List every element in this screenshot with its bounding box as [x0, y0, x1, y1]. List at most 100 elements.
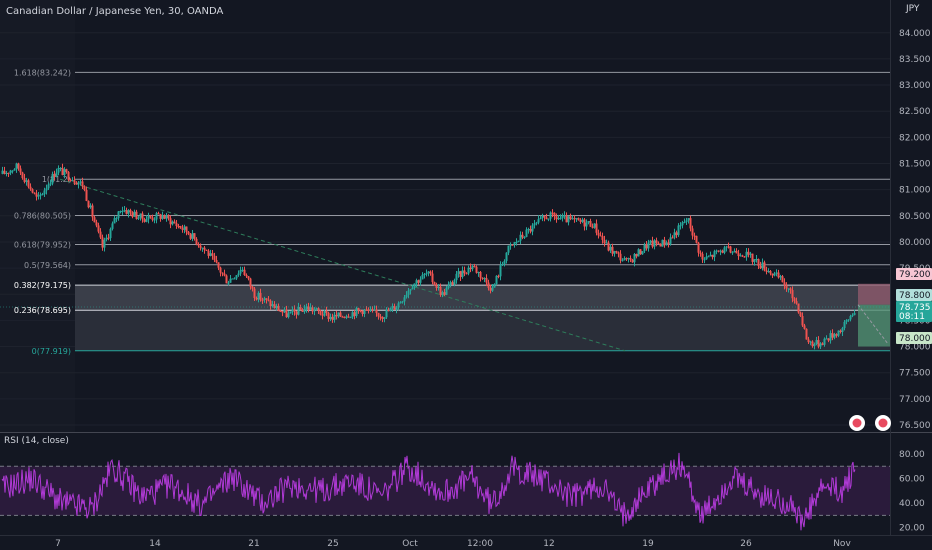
candle-body	[45, 188, 48, 191]
price-marker-label: 78.800	[899, 291, 931, 301]
candle-body	[91, 205, 94, 218]
candle-body	[43, 190, 46, 195]
time-tick-label: 25	[327, 539, 338, 549]
candle-body	[479, 271, 482, 278]
candle-body	[719, 250, 722, 252]
candle-body	[603, 239, 606, 244]
candle-body	[411, 287, 414, 290]
candle-body	[463, 270, 466, 274]
candle-body	[291, 309, 294, 312]
candle-body	[435, 285, 438, 288]
price-marker-label: 79.200	[899, 270, 931, 280]
candle-body	[451, 282, 454, 285]
fib-zone-upper	[75, 285, 890, 311]
candle-body	[81, 181, 84, 187]
candle-body	[353, 312, 356, 316]
candle-body	[647, 242, 650, 249]
candle-body	[733, 250, 736, 253]
candle-body	[835, 334, 838, 336]
candle-body	[293, 309, 296, 312]
candle-body	[105, 237, 108, 240]
candle-body	[203, 247, 206, 250]
candle-body	[331, 316, 334, 320]
candle-body	[181, 228, 184, 230]
candle-body	[101, 237, 104, 248]
candle-body	[261, 299, 264, 301]
candle-body	[569, 216, 572, 219]
candle-body	[243, 269, 246, 275]
candle-body	[721, 250, 724, 253]
candle-body	[339, 312, 342, 317]
candle-body	[283, 309, 286, 313]
candle-body	[489, 287, 492, 291]
candle-body	[679, 225, 682, 227]
candle-body	[541, 215, 544, 219]
candle-body	[233, 278, 236, 280]
candle-body	[827, 338, 830, 341]
alert-toggle-1-icon[interactable]	[849, 415, 865, 431]
candle-body	[487, 282, 490, 288]
long-position-tool[interactable]	[857, 283, 890, 347]
time-axis[interactable]: 7 14 21 25 Oct 12:00 12 19 26 Nov	[55, 539, 851, 549]
time-tick-label: 12	[543, 539, 554, 549]
candle-body	[491, 287, 494, 291]
rsi-label[interactable]: RSI (14, close)	[4, 436, 69, 446]
candle-body	[591, 226, 594, 228]
candle-body	[745, 251, 748, 257]
candle-body	[287, 313, 290, 318]
candle-body	[55, 172, 58, 177]
candle-body	[817, 340, 820, 347]
candle-body	[845, 320, 848, 322]
candle-body	[635, 254, 638, 257]
candle-body	[99, 231, 102, 238]
candle-body	[735, 250, 738, 254]
candle-body	[765, 270, 768, 272]
candle-body	[515, 242, 518, 244]
candle-body	[211, 253, 214, 256]
fibonacci-retracement[interactable]: 1.618(83.242) 1(81.2) 0.786(80.505) 0.618(7…	[14, 68, 890, 356]
candle-body	[357, 308, 360, 311]
alert-toggle-2-icon[interactable]	[875, 415, 891, 431]
candle-body	[839, 330, 842, 333]
time-tick-label: 26	[740, 539, 752, 549]
candle-body	[323, 310, 326, 316]
candle-body	[505, 252, 508, 261]
candle-body	[117, 211, 120, 219]
candle-body	[217, 262, 220, 268]
fib-level-label: 0.786(80.505)	[14, 212, 71, 221]
candle-body	[409, 289, 412, 291]
candle-body	[739, 255, 742, 257]
symbol-title[interactable]: Canadian Dollar / Japanese Yen, 30, OAND…	[6, 6, 224, 17]
candle-body	[579, 220, 582, 222]
candle-body	[321, 314, 324, 316]
price-tick-label: 83.000	[899, 81, 931, 91]
candle-body	[623, 258, 626, 261]
candle-body	[485, 278, 488, 283]
candle-body	[221, 272, 224, 274]
fib-level-label: 0.618(79.952)	[14, 240, 71, 249]
candle-body	[503, 260, 506, 264]
candle-body	[549, 212, 552, 219]
candle-body	[531, 225, 534, 232]
candle-body	[265, 298, 268, 300]
candle-body	[27, 180, 30, 187]
rsi-pane[interactable]: 80.00 60.00 40.00 20.00	[0, 450, 925, 534]
candle-body	[137, 217, 140, 219]
candle-body	[595, 223, 598, 233]
price-axis[interactable]: 84.000 83.500 83.000 82.500 82.000 81.500 81.0…	[0, 29, 932, 431]
candle-body	[39, 194, 42, 196]
candle-body	[239, 270, 242, 274]
candle-body	[141, 213, 144, 220]
candle-body	[665, 242, 668, 246]
candle-body	[371, 309, 374, 311]
price-tick-label: 80.500	[899, 212, 931, 222]
candle-body	[711, 254, 714, 258]
candle-body	[85, 189, 88, 201]
candle-body	[253, 288, 256, 298]
candle-body	[471, 265, 474, 270]
candle-body	[703, 259, 706, 261]
candle-body	[781, 276, 784, 283]
candle-body	[189, 234, 192, 239]
candle-body	[267, 299, 270, 301]
